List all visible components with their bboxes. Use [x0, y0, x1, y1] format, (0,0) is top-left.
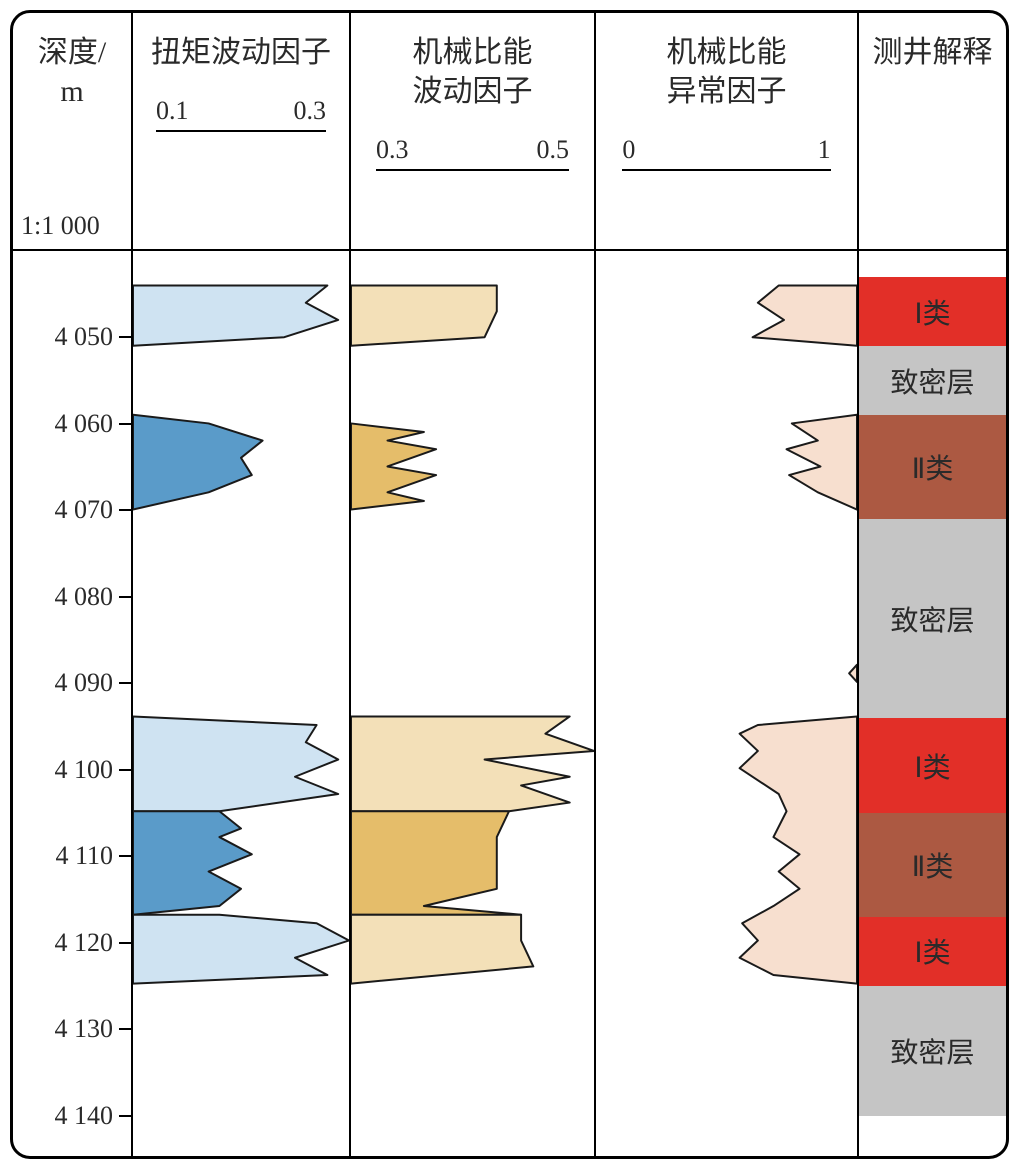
- track-body-mse_anom: [596, 251, 857, 1156]
- track-depth: 深度/m 1:1 000 4 050 4 060 4 070 4 080 4 090 4 10…: [13, 13, 133, 1156]
- track-body-torque: [133, 251, 349, 1156]
- scale-row: 01: [622, 135, 830, 165]
- curve-svg-mse_fluct: [351, 251, 594, 1156]
- curve-segment: [133, 415, 263, 510]
- scale-row: 0.1 0.3: [156, 96, 326, 126]
- curve-segment: [351, 811, 521, 914]
- scale-underline: [156, 130, 326, 132]
- track-body-interp: Ⅰ类致密层Ⅱ类致密层Ⅰ类Ⅱ类Ⅰ类致密层: [859, 251, 1006, 1156]
- depth-tick: [119, 1115, 131, 1117]
- depth-tick: [119, 682, 131, 684]
- curve-segment: [351, 423, 436, 509]
- track-mse_fluct: 机械比能波动因子0.3 0.5: [351, 13, 596, 1156]
- track-body-mse_fluct: [351, 251, 594, 1156]
- depth-label: 4 120: [55, 928, 114, 958]
- track-title: 机械比能异常因子: [667, 33, 787, 111]
- track-torque: 扭矩波动因子 0.1 0.3: [133, 13, 351, 1156]
- curve-segment: [351, 285, 497, 345]
- curve-segment: [753, 285, 857, 345]
- xmin-label: 0.3: [376, 135, 409, 165]
- scale-underline: [622, 169, 830, 171]
- interp-block: Ⅱ类: [859, 415, 1006, 519]
- track-header-mse_fluct: 机械比能波动因子0.3 0.5: [351, 13, 594, 251]
- track-header-torque: 扭矩波动因子 0.1 0.3: [133, 13, 349, 251]
- depth-tick: [119, 942, 131, 944]
- depth-label: 4 080: [55, 582, 114, 612]
- track-header-depth: 深度/m 1:1 000: [13, 13, 131, 251]
- track-title: 扭矩波动因子: [151, 33, 331, 72]
- xmin-label: 0: [622, 135, 635, 165]
- curve-segment: [740, 716, 857, 983]
- interp-block: 致密层: [859, 519, 1006, 718]
- curve-segment: [849, 665, 857, 682]
- track-mse_anom: 机械比能异常因子01: [596, 13, 859, 1156]
- scale-underline: [376, 169, 569, 171]
- interp-block: Ⅰ类: [859, 917, 1006, 986]
- depth-label: 4 070: [55, 495, 114, 525]
- track-title: 机械比能波动因子: [413, 33, 533, 111]
- xmax-label: 1: [818, 135, 831, 165]
- interp-block: 致密层: [859, 346, 1006, 415]
- well-log-plot: 深度/m 1:1 000 4 050 4 060 4 070 4 080 4 090 4 10…: [10, 10, 1009, 1159]
- track-body-depth: 4 050 4 060 4 070 4 080 4 090 4 100 4 110 4 120…: [13, 251, 131, 1156]
- depth-tick: [119, 769, 131, 771]
- xmax-label: 0.5: [536, 135, 569, 165]
- curve-svg-mse_anom: [596, 251, 857, 1156]
- track-header-mse_anom: 机械比能异常因子01: [596, 13, 857, 251]
- interp-block: Ⅰ类: [859, 718, 1006, 813]
- scale-row: 0.3 0.5: [376, 135, 569, 165]
- curve-segment: [787, 415, 857, 510]
- curve-segment: [133, 811, 252, 914]
- depth-tick: [119, 1028, 131, 1030]
- curve-segment: [351, 915, 533, 984]
- xmax-label: 0.3: [294, 96, 327, 126]
- interp-block: Ⅱ类: [859, 813, 1006, 917]
- depth-label: 4 090: [55, 668, 114, 698]
- depth-tick: [119, 855, 131, 857]
- curve-segment: [133, 285, 338, 345]
- depth-label: 4 130: [55, 1014, 114, 1044]
- depth-label: 4 060: [55, 409, 114, 439]
- track-interp: 测井解释Ⅰ类致密层Ⅱ类致密层Ⅰ类Ⅱ类Ⅰ类致密层: [859, 13, 1006, 1156]
- depth-tick: [119, 423, 131, 425]
- curve-segment: [133, 915, 349, 984]
- depth-tick: [119, 596, 131, 598]
- xmin-label: 0.1: [156, 96, 189, 126]
- interp-block: 致密层: [859, 986, 1006, 1116]
- interp-block: Ⅰ类: [859, 277, 1006, 346]
- curve-segment: [351, 716, 594, 811]
- track-header-interp: 测井解释: [859, 13, 1006, 251]
- depth-label: 4 140: [55, 1101, 114, 1131]
- curve-svg-torque: [133, 251, 349, 1156]
- depth-tick: [119, 509, 131, 511]
- curve-segment: [133, 716, 338, 811]
- depth-tick: [119, 336, 131, 338]
- depth-scale-text: 1:1 000: [21, 211, 100, 241]
- depth-label: 4 100: [55, 755, 114, 785]
- depth-label: 4 050: [55, 322, 114, 352]
- depth-label: 4 110: [55, 841, 113, 871]
- track-title: 深度/m: [38, 33, 106, 111]
- track-title: 测井解释: [873, 33, 993, 72]
